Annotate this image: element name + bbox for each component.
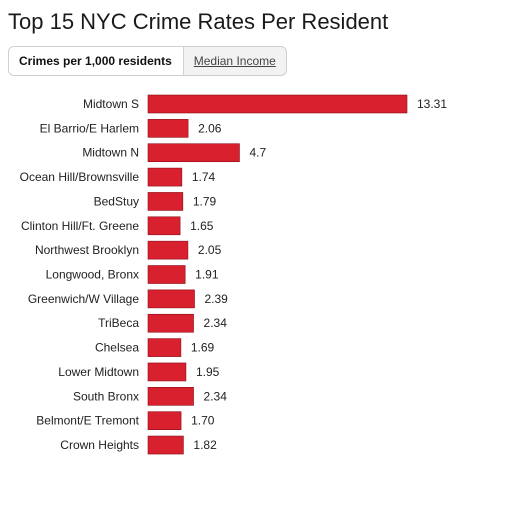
category-label: El Barrio/E Harlem: [40, 121, 139, 135]
value-label: 1.74: [192, 170, 216, 184]
bar[interactable]: [147, 143, 240, 163]
category-label: Midtown S: [83, 97, 139, 111]
bar[interactable]: [147, 289, 195, 309]
category-label: Chelsea: [95, 341, 139, 355]
tab-crimes-per-1000[interactable]: Crimes per 1,000 residents: [9, 47, 184, 75]
bar[interactable]: [147, 435, 184, 455]
bar[interactable]: [147, 362, 187, 382]
category-label: South Bronx: [73, 389, 139, 403]
bar[interactable]: [147, 338, 182, 357]
bar[interactable]: [147, 192, 184, 211]
category-label: Clinton Hill/Ft. Greene: [21, 219, 139, 233]
category-label: Northwest Brooklyn: [35, 243, 139, 257]
value-label: 2.39: [205, 292, 229, 306]
bar[interactable]: [147, 94, 408, 114]
value-label: 4.7: [249, 146, 266, 160]
value-label: 1.65: [190, 219, 214, 233]
value-label: 1.82: [193, 438, 217, 452]
value-label: 2.34: [204, 316, 228, 330]
category-label: BedStuy: [94, 194, 139, 208]
tab-median-income[interactable]: Median Income: [193, 54, 276, 68]
value-label: 1.70: [191, 414, 215, 428]
bar[interactable]: [147, 265, 186, 284]
value-label: 2.05: [198, 243, 222, 257]
bar[interactable]: [147, 240, 189, 260]
page-title: Top 15 NYC Crime Rates Per Resident: [8, 9, 389, 34]
category-label: Crown Heights: [60, 438, 139, 452]
value-label: 1.79: [193, 194, 217, 208]
value-label: 2.34: [204, 389, 228, 403]
value-label: 1.69: [191, 341, 215, 355]
category-label: Longwood, Bronx: [46, 268, 139, 282]
category-label: Belmont/E Tremont: [36, 414, 139, 428]
bar[interactable]: [147, 119, 189, 138]
category-label: TriBeca: [98, 316, 139, 330]
value-label: 1.91: [195, 268, 219, 282]
bar[interactable]: [147, 216, 181, 236]
category-label: Midtown N: [82, 146, 139, 160]
value-label: 1.95: [196, 365, 220, 379]
bar[interactable]: [147, 167, 183, 187]
metric-tabs: Crimes per 1,000 residents Median Income: [8, 46, 287, 76]
bar[interactable]: [147, 411, 182, 430]
bar[interactable]: [147, 313, 194, 333]
value-label: 2.06: [198, 121, 222, 135]
value-label: 13.31: [417, 97, 447, 111]
category-label: Ocean Hill/Brownsville: [20, 170, 140, 184]
bar[interactable]: [147, 387, 194, 406]
category-label: Greenwich/W Village: [28, 292, 139, 306]
category-label: Lower Midtown: [58, 365, 139, 379]
